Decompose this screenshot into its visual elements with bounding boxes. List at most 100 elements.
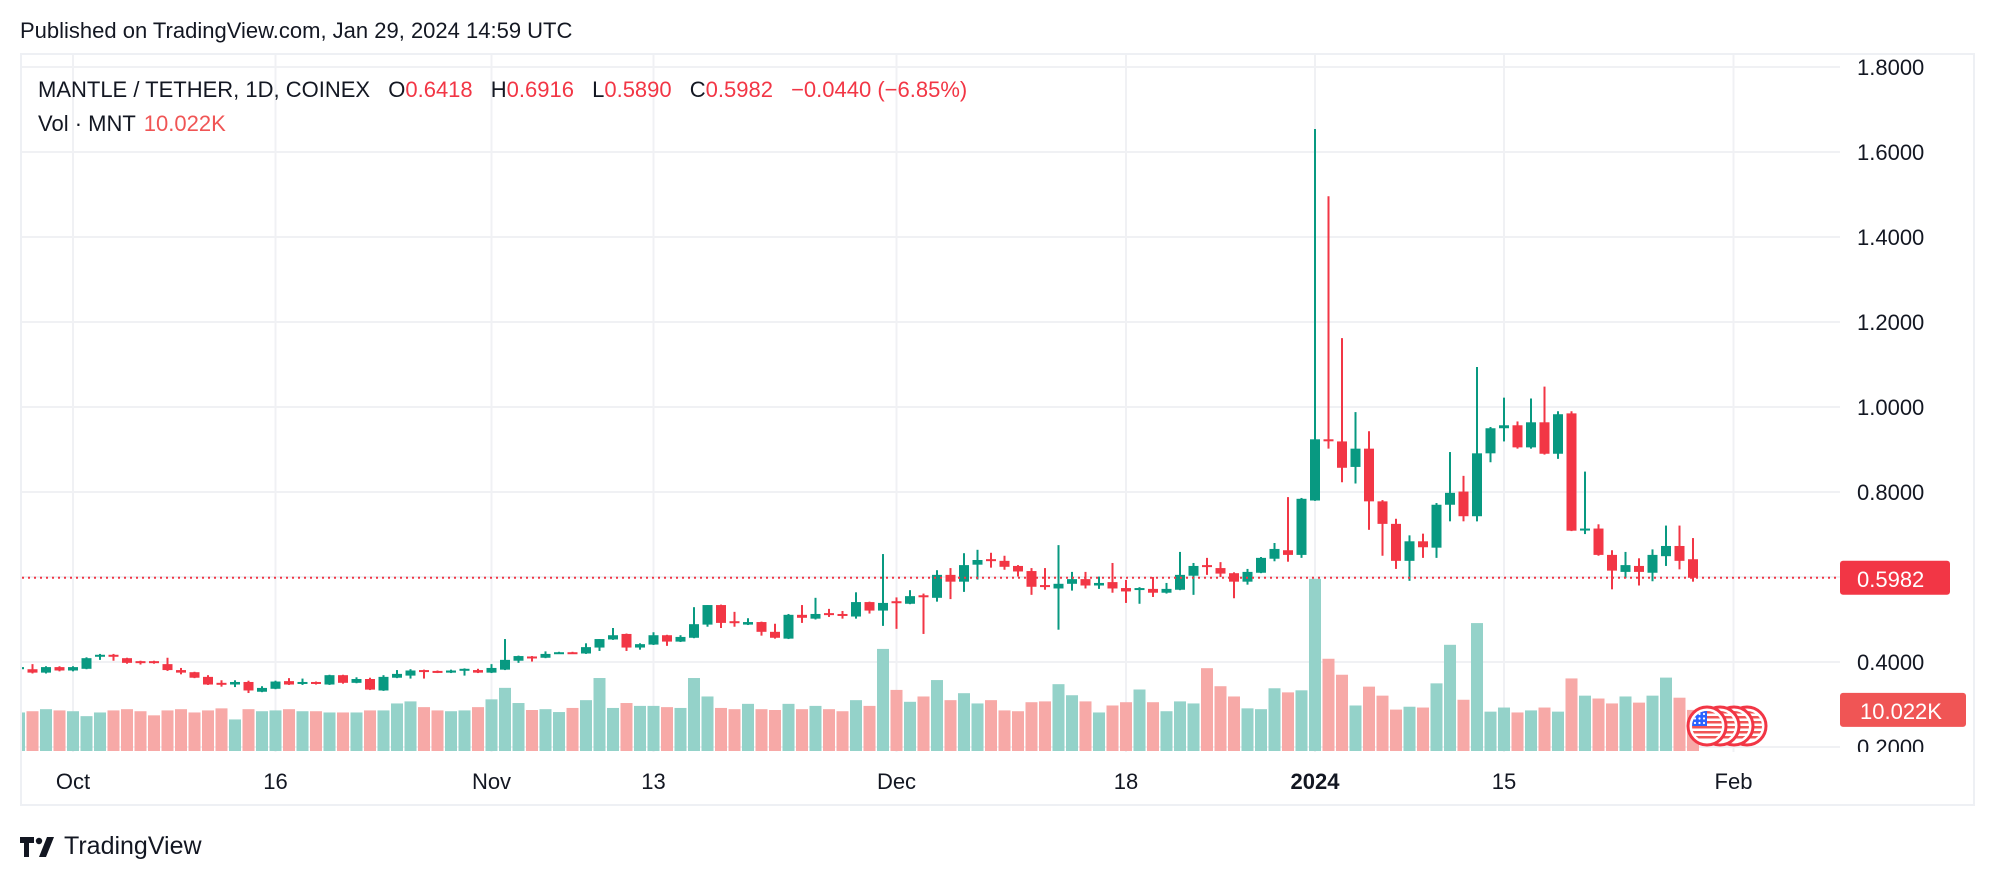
candle: [999, 555, 1010, 570]
y-tick-label: 0.2000: [1857, 735, 1924, 760]
candle: [1607, 550, 1617, 590]
y-tick-label: 0.4000: [1857, 650, 1924, 675]
volume-bar: [1565, 678, 1578, 751]
candle-body: [1661, 545, 1671, 557]
candle: [1094, 576, 1104, 589]
candle: [1377, 500, 1388, 556]
candle: [41, 666, 51, 674]
time-axis[interactable]: Oct 16 Nov 13 Dec 18 2024 15 Feb: [56, 769, 1753, 794]
volume-bar: [1052, 684, 1065, 751]
candle-body: [635, 644, 645, 648]
candle-body: [473, 670, 483, 673]
volume-bar: [229, 719, 241, 751]
last-volume-tag-label: 10.022K: [1860, 699, 1942, 724]
candle-body: [999, 560, 1010, 567]
candle: [1337, 338, 1347, 483]
candle: [1134, 587, 1145, 604]
last-price-tag-label: 0.5982: [1857, 567, 1924, 592]
volume-bar: [1309, 578, 1321, 751]
volume-bar: [755, 709, 768, 751]
candle: [594, 639, 605, 651]
price-axis[interactable]: 1.8000 1.6000 1.4000 1.2000 1.0000 0.8000 0.40…: [1857, 55, 1924, 760]
candle: [189, 671, 200, 679]
candle: [446, 669, 456, 674]
candle-body: [1566, 413, 1577, 531]
candle: [378, 675, 389, 691]
open-label: O: [388, 77, 406, 102]
us-flag-economic-event-icon[interactable]: [1686, 705, 1728, 747]
x-tick-label: Feb: [1715, 769, 1753, 794]
candle-body: [432, 670, 443, 673]
candle: [81, 657, 92, 670]
candle-body: [905, 596, 915, 604]
candle: [1512, 421, 1523, 449]
candle: [243, 680, 254, 694]
candle-body: [1175, 574, 1185, 590]
candle: [1161, 582, 1172, 594]
volume-value: 10.022K: [143, 111, 226, 136]
volume-bar: [1228, 696, 1240, 751]
y-tick-label: 1.4000: [1857, 225, 1924, 250]
candle: [486, 664, 497, 674]
volume-legend: Vol · MNT 10.022K: [38, 111, 226, 137]
candle-body: [1134, 588, 1145, 591]
chart-frame: [20, 53, 1975, 806]
candle: [1620, 551, 1631, 579]
candle: [1472, 367, 1482, 522]
candle-body: [500, 659, 510, 670]
candle: [1431, 503, 1442, 558]
volume-bar: [607, 707, 619, 751]
volume-bar: [337, 712, 349, 751]
candle-body: [1607, 554, 1617, 571]
volume-bar: [1552, 711, 1564, 751]
volume-bar: [391, 703, 403, 751]
volume-bar: [1201, 668, 1213, 751]
volume-bar: [1255, 709, 1267, 751]
candle-body: [1458, 491, 1469, 517]
candle-body: [1620, 565, 1631, 572]
volume-bar: [310, 711, 322, 751]
candle-body: [891, 601, 902, 604]
volume-bar: [175, 709, 187, 751]
candle-body: [1512, 425, 1523, 448]
candle-body: [189, 672, 200, 678]
candle: [230, 680, 240, 688]
volume-bar: [80, 716, 93, 751]
candle: [1067, 571, 1077, 591]
candle-body: [1445, 492, 1455, 505]
candle-body: [41, 667, 51, 673]
volume-bar: [67, 711, 79, 751]
volume-bar: [958, 693, 970, 751]
candle-body: [1499, 425, 1509, 429]
candle: [1593, 524, 1604, 556]
candle: [1553, 411, 1563, 459]
economic-events[interactable]: [1686, 705, 1768, 747]
candle: [54, 666, 65, 672]
published-caption: Published on TradingView.com, Jan 29, 20…: [20, 18, 573, 43]
candle: [176, 667, 186, 675]
volume-bar: [499, 687, 511, 751]
close-label: C: [689, 77, 706, 102]
volume-bar: [620, 703, 633, 751]
candle-body: [608, 635, 618, 640]
candle-body: [486, 667, 497, 673]
candle: [68, 666, 78, 672]
volume-bar: [1525, 710, 1537, 751]
candle: [837, 611, 848, 619]
footer-brand[interactable]: TradingView: [20, 832, 202, 861]
grid-lines: [22, 55, 1840, 752]
volume-bar: [1349, 705, 1362, 751]
candle-body: [959, 565, 969, 582]
volume-bar: [404, 701, 417, 751]
candle-body: [311, 681, 321, 684]
candle: [702, 605, 713, 627]
candle-body: [108, 654, 119, 657]
candle-body: [864, 602, 875, 611]
volume-bar: [877, 648, 889, 751]
candle: [1323, 196, 1334, 449]
candle-body: [729, 621, 740, 624]
candle: [1391, 518, 1401, 569]
candle: [419, 669, 429, 679]
volume-bar: [1606, 703, 1618, 751]
